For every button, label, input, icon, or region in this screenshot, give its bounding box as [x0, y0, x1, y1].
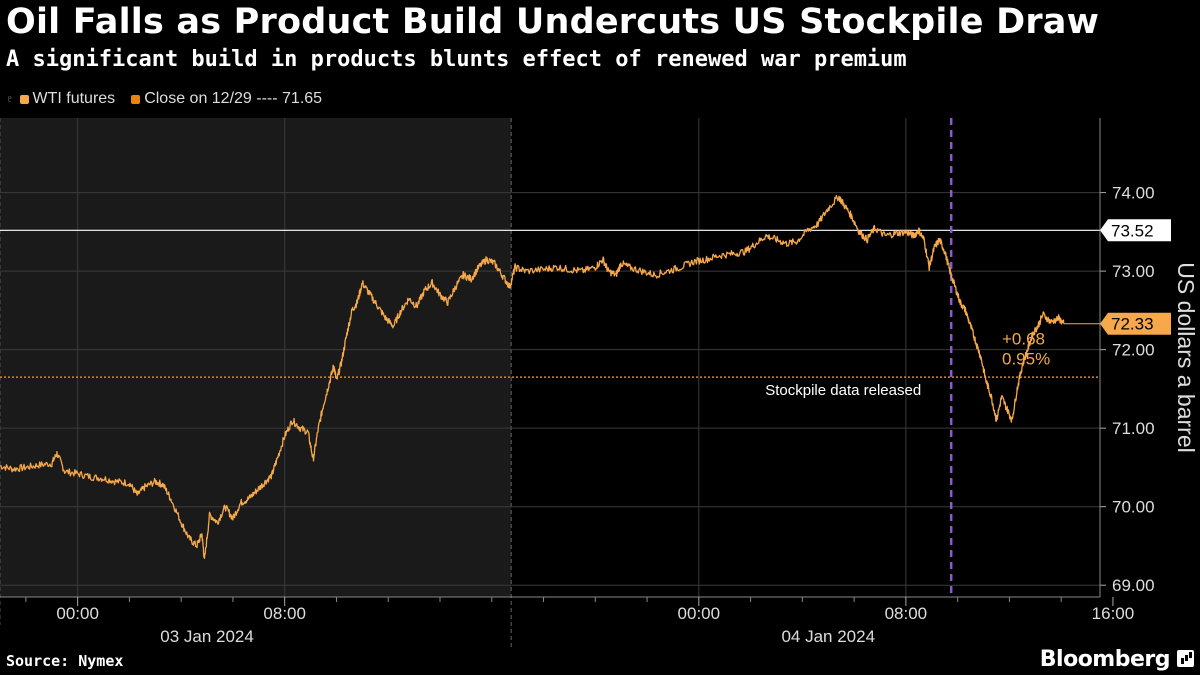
series-line-wti — [0, 194, 1065, 559]
legend-swatch-close — [131, 94, 141, 104]
chart-subtitle: A significant build in products blunts e… — [6, 47, 907, 72]
x-date-label: 03 Jan 2024 — [160, 627, 254, 646]
annotation-label: Stockpile data released — [765, 382, 921, 399]
last-value-tag-label: 72.33 — [1111, 315, 1154, 334]
source-note: Source: Nymex — [6, 652, 124, 670]
x-date-label: 04 Jan 2024 — [781, 627, 875, 646]
ref-high-tag-label: 73.52 — [1111, 221, 1154, 240]
y-tick-label: 71.00 — [1112, 419, 1155, 438]
shaded-session — [0, 118, 512, 597]
y-tick-label: 70.00 — [1112, 498, 1155, 517]
x-tick-label: 00:00 — [678, 604, 721, 623]
chart-title: Oil Falls as Product Build Undercuts US … — [6, 2, 1100, 42]
y-axis-title: US dollars a barrel — [1173, 262, 1199, 452]
last-value-tag — [1100, 312, 1171, 335]
change-pct-label: 0.95% — [1002, 350, 1050, 369]
x-tick-label: 08:00 — [885, 604, 928, 623]
legend-swatch-wti — [19, 94, 29, 104]
change-abs-label: +0.68 — [1002, 330, 1045, 349]
legend-label-wti: WTI futures — [32, 90, 116, 107]
bloomberg-logo: Bloomberg — [1039, 647, 1171, 672]
ref-high-tag — [1100, 219, 1171, 242]
bloomberg-terminal-icon — [1177, 650, 1194, 667]
legend-item-close[interactable]: Close on 12/29 ---- 71.65 — [131, 90, 322, 108]
legend-item-wti[interactable]: WTI futures — [19, 90, 116, 108]
x-tick-label: 08:00 — [263, 604, 306, 623]
y-tick-label: 73.00 — [1112, 262, 1155, 281]
x-tick-label: 00:00 — [56, 604, 99, 623]
pin-icon[interactable]: ♇ — [6, 93, 14, 105]
y-tick-label: 69.00 — [1112, 576, 1155, 595]
y-tick-label: 72.00 — [1112, 341, 1155, 360]
x-tick-label: 16:00 — [1092, 604, 1135, 623]
legend: ♇ WTI futures Close on 12/29 ---- 71.65 — [6, 90, 332, 108]
y-tick-label: 74.00 — [1112, 184, 1155, 203]
legend-label-close: Close on 12/29 ---- 71.65 — [144, 90, 323, 107]
